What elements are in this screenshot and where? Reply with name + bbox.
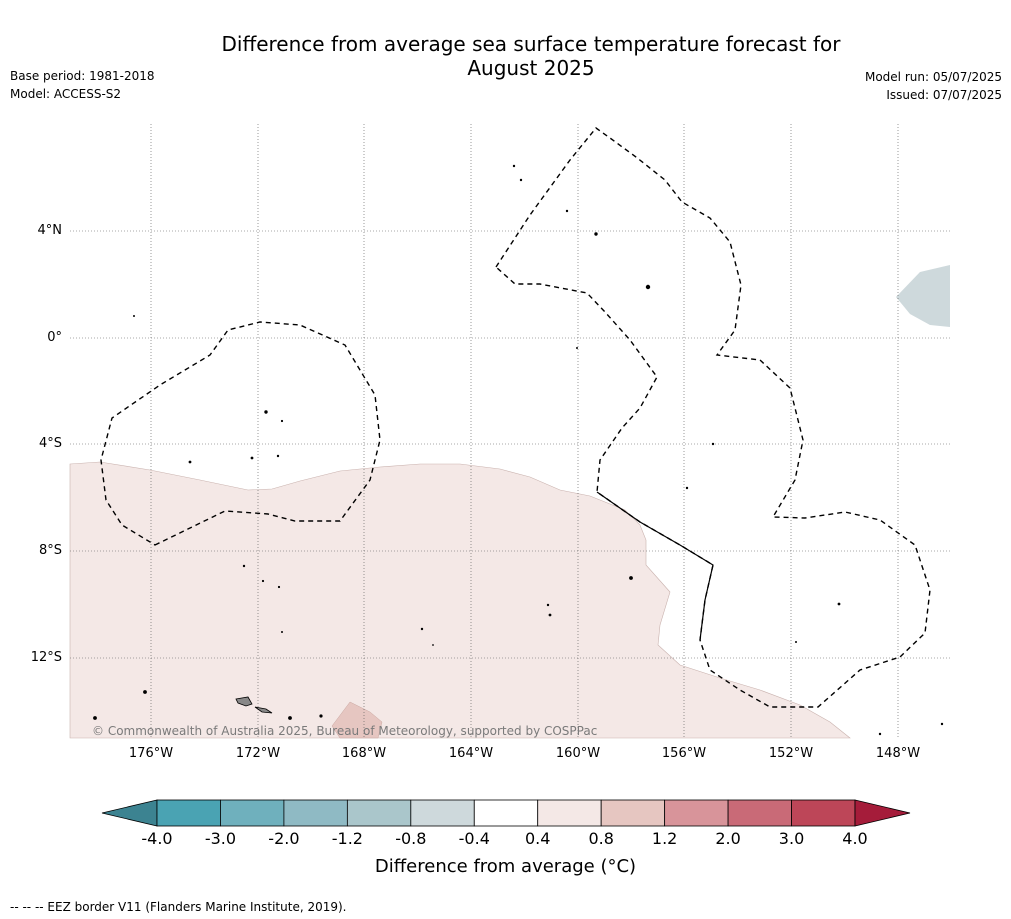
lon-label-172W: 172°W [235,746,281,761]
colorbar-bin-6 [537,799,602,827]
colorbar-tick-label: -4.0 [141,829,173,848]
colorbar-tick-label: 3.0 [778,829,805,848]
colorbar-tick-label: -1.2 [331,829,363,848]
lon-label-168W: 168°W [341,746,387,761]
model-text: Model: ACCESS-S2 [10,87,122,101]
lat-label-8S: 8°S [38,543,62,558]
samoa-island-savaii [254,706,273,714]
anomaly-region-0.4-0.8 [69,461,851,739]
colorbar-bin-10 [791,799,856,827]
colorbar-bin-5 [473,799,539,827]
colorbar-tick-label: -2.0 [268,829,300,848]
lat-label-4N: 4°N [37,223,63,238]
meta-right: Model run: 05/07/2025 Issued: 07/07/2025 [865,68,1002,104]
colorbar-title: Difference from average (°C) [374,856,637,877]
colorbar-tick-label: -3.0 [204,829,237,848]
lat-label-4S: 4°S [38,436,62,451]
colorbar-bin-4 [410,799,475,827]
meta-left: Base period: 1981-2018 Model: ACCESS-S2 [10,67,155,103]
copyright-notice: © Commonwealth of Australia 2025, Bureau… [92,724,598,738]
colorbar-bin-9 [727,799,792,827]
lon-label-148W: 148°W [875,746,921,761]
lat-label-12S: 12°S [30,650,62,665]
colorbar-tick-label: 0.4 [524,829,551,848]
eez-border-west [100,321,381,546]
colorbar-bin-7 [600,799,666,827]
lon-label-160W: 160°W [555,746,601,761]
colorbar-tick-label: 0.8 [588,829,614,848]
lon-label-152W: 152°W [768,746,814,761]
map-title: Difference from average sea surface temp… [0,32,1011,80]
colorbar [101,799,911,827]
lon-label-156W: 156°W [661,746,707,761]
islands [93,164,944,736]
lon-label-176W: 176°W [128,746,174,761]
base-period-text: Base period: 1981-2018 [10,69,155,83]
issued-text: Issued: 07/07/2025 [886,88,1002,102]
colorbar-tick-label: -0.8 [395,829,427,848]
graticule [70,124,950,738]
anomaly-region-0.8-1.2 [331,701,383,739]
colorbar-over-arrow [854,799,911,827]
lon-label-164W: 164°W [448,746,494,761]
colorbar-tick-label: 2.0 [715,829,741,848]
lat-label-0: 0° [47,330,62,345]
colorbar-bin-2 [283,799,348,827]
eez-footnote: -- -- -- EEZ border V11 (Flanders Marine… [10,900,347,914]
model-run-text: Model run: 05/07/2025 [864,70,1002,84]
colorbar-bin-1 [220,799,285,827]
map-title-line1: Difference from average sea surface temp… [221,32,841,56]
anomaly-region-cool [896,265,950,327]
colorbar-bin-0 [156,799,221,827]
eez-borders [100,127,931,708]
map-title-line2: August 2025 [467,56,595,80]
eez-border-solid [596,491,714,641]
colorbar-bin-8 [664,799,729,827]
samoa-island-upolu [235,696,253,707]
colorbar-bin-3 [346,799,412,827]
eez-border-north [495,127,931,708]
colorbar-tick-label: 1.2 [651,829,678,848]
colorbar-tick-label: -0.4 [458,829,490,848]
colorbar-tick-label: 4.0 [842,829,868,848]
colorbar-under-arrow [101,799,158,827]
